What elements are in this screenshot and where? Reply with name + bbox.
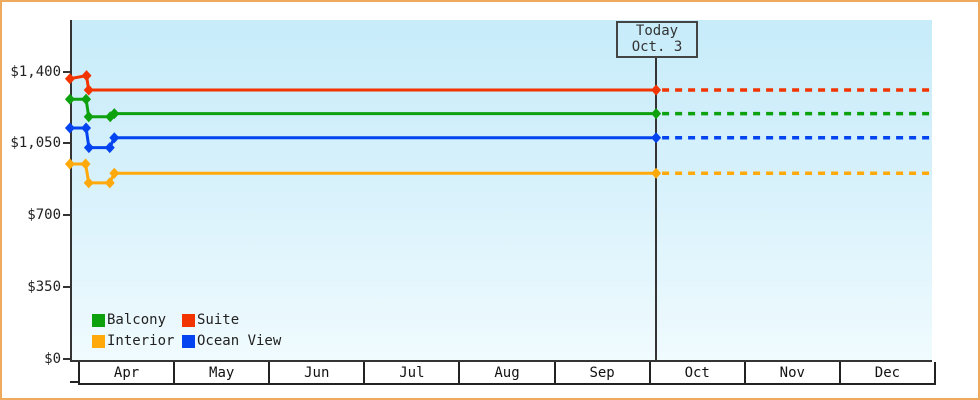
y-tick <box>63 70 71 73</box>
y-tick-label: $1,050 <box>10 135 61 152</box>
month-cell-apr: Apr <box>80 362 176 383</box>
month-cell-may: May <box>175 362 271 383</box>
y-tick <box>63 214 71 217</box>
month-cell-sep: Sep <box>556 362 651 383</box>
y-axis <box>70 20 72 362</box>
x-axis-baseline <box>70 360 932 362</box>
month-cell-aug: Aug <box>460 362 556 383</box>
interior-swatch-icon <box>92 334 105 348</box>
today-label: Today <box>635 23 679 39</box>
month-cell-oct: Oct <box>651 362 746 383</box>
plot-area <box>72 20 932 360</box>
legend-label: Suite <box>197 312 240 328</box>
y-tick <box>63 142 71 145</box>
legend-item-interior: Interior <box>92 333 182 349</box>
y-tick-label: $1,400 <box>10 63 61 80</box>
legend-item-balcony: Balcony <box>92 312 182 328</box>
today-vertical-line <box>655 58 657 360</box>
legend-label: Ocean View <box>197 333 282 349</box>
month-cell-jun: Jun <box>270 362 366 383</box>
month-cell-jul: Jul <box>365 362 461 383</box>
balcony-swatch-icon <box>92 313 105 327</box>
suite-swatch-icon <box>182 313 195 327</box>
y-tick <box>63 286 71 289</box>
legend-label: Interior <box>107 333 175 349</box>
legend: Balcony Suite Interior Ocean View <box>92 312 281 349</box>
legend-label: Balcony <box>107 312 167 328</box>
y-tick-label: $0 <box>44 351 61 368</box>
legend-item-suite: Suite <box>182 312 281 328</box>
month-axis-strip: Apr May Jun Jul Aug Sep Oct Nov Dec <box>78 362 936 385</box>
month-cell-nov: Nov <box>746 362 841 383</box>
y-tick-label: $350 <box>27 279 61 296</box>
x-axis-bottom-line <box>70 381 80 383</box>
month-cell-dec: Dec <box>874 364 901 381</box>
y-tick-label: $700 <box>27 207 61 224</box>
ocean-view-swatch-icon <box>182 334 195 348</box>
today-label-box: Today Oct. 3 <box>616 21 698 58</box>
y-tick <box>63 358 71 361</box>
legend-item-ocean-view: Ocean View <box>182 333 281 349</box>
today-date-label: Oct. 3 <box>631 39 683 55</box>
